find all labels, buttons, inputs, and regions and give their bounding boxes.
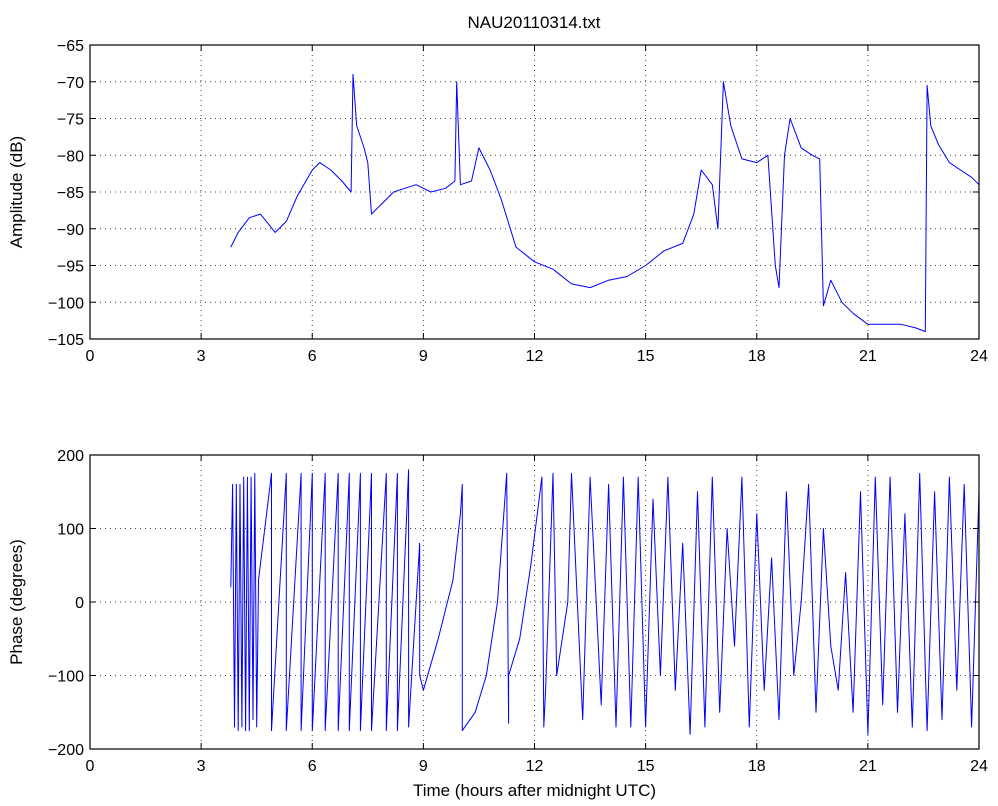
phase-series-line [230,469,980,735]
amplitude-y-tick-label: −85 [57,185,84,202]
amplitude-series-line [230,73,980,333]
phase-x-tick-label: 9 [419,758,428,775]
amplitude-x-tick-label: 24 [970,348,988,365]
amplitude-y-tick-label: −80 [57,148,84,165]
phase-y-tick-label: 0 [75,595,84,612]
amplitude-x-tick-label: 6 [308,348,317,365]
amplitude-y-tick-label: −105 [48,332,84,349]
amplitude-x-tick-label: 0 [86,348,95,365]
amplitude-x-tick-label: 21 [859,348,877,365]
phase-x-axis-title: Time (hours after midnight UTC) [413,781,656,800]
phase-x-tick-label: 6 [308,758,317,775]
amplitude-x-tick-label: 12 [526,348,544,365]
amplitude-x-tick-label: 3 [197,348,206,365]
amplitude-x-tick-label: 15 [637,348,655,365]
amplitude-y-tick-label: −75 [57,112,84,129]
amplitude-y-tick-label: −90 [57,222,84,239]
amplitude-y-axis-title: Amplitude (dB) [7,136,26,248]
phase-x-tick-label: 18 [748,758,766,775]
amplitude-y-tick-label: −65 [57,38,84,55]
phase-x-tick-label: 15 [637,758,655,775]
figure-title: NAU20110314.txt [468,13,601,32]
amplitude-x-tick-label: 9 [419,348,428,365]
amplitude-y-tick-label: −95 [57,259,84,276]
phase-y-axis-title: Phase (degrees) [7,539,26,665]
phase-x-tick-label: 21 [859,758,877,775]
phase-x-tick-label: 3 [197,758,206,775]
phase-panel: 0 3 6 9 12 15 18 21 24 −200 −100 0 100 200 Phase (degr… [7,448,988,800]
phase-x-tick-label: 12 [526,758,544,775]
phase-x-tick-label: 0 [86,758,95,775]
amplitude-x-tick-label: 18 [748,348,766,365]
amplitude-panel: 0 3 6 9 12 15 18 21 24 −105 −100 −95 −90 −85 −80 −75 −70… [7,38,988,365]
phase-y-tick-label: 100 [57,522,84,539]
phase-y-tick-label: −200 [48,742,84,759]
amplitude-y-tick-label: −70 [57,75,84,92]
phase-x-tick-label: 24 [970,758,988,775]
phase-y-tick-label: −100 [48,669,84,686]
amplitude-y-tick-label: −100 [48,295,84,312]
phase-y-tick-label: 200 [57,448,84,465]
